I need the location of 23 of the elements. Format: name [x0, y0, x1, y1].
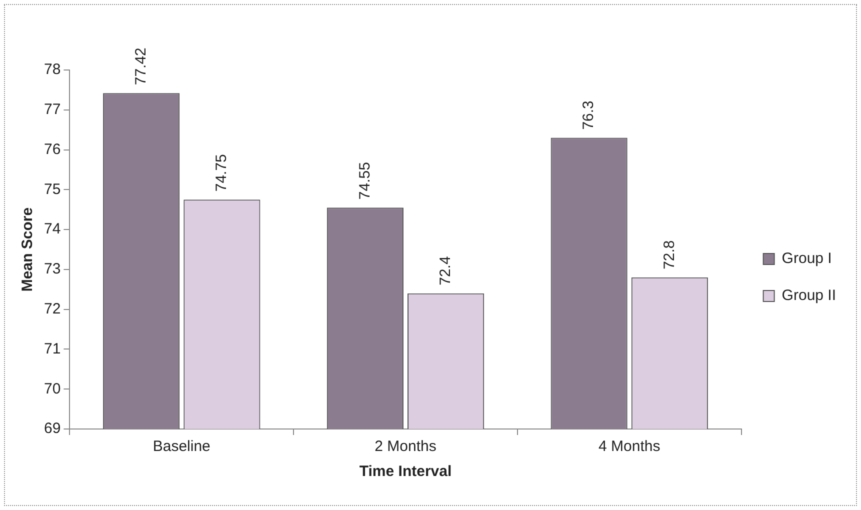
y-tick-label: 77 — [44, 101, 61, 118]
y-tick-label: 73 — [44, 260, 61, 278]
data-label: 74.75 — [213, 154, 230, 192]
data-label: 72.8 — [660, 240, 678, 270]
y-tick-label: 70 — [44, 380, 61, 398]
data-label: 76.3 — [580, 100, 598, 130]
y-tick-label: 69 — [44, 420, 61, 438]
y-tick-label: 72 — [44, 300, 61, 318]
x-axis-title: Time Interval — [359, 463, 452, 480]
x-tick-label: 2 Months — [374, 438, 436, 456]
data-label: 77.42 — [132, 48, 150, 86]
x-tick-label: 4 Months — [598, 438, 660, 456]
y-axis-title: Mean Score — [19, 207, 36, 292]
legend-label: Group II — [782, 287, 836, 304]
legend-label: Group I — [782, 250, 832, 268]
y-tick-label: 74 — [44, 220, 61, 238]
data-label: 74.55 — [356, 162, 374, 200]
y-tick-label: 71 — [44, 340, 61, 358]
y-tick-label: 78 — [44, 61, 61, 78]
x-tick-label: Baseline — [152, 438, 210, 456]
y-tick-label: 75 — [44, 180, 61, 198]
y-tick-label: 76 — [44, 140, 61, 158]
data-label: 72.4 — [436, 256, 454, 286]
